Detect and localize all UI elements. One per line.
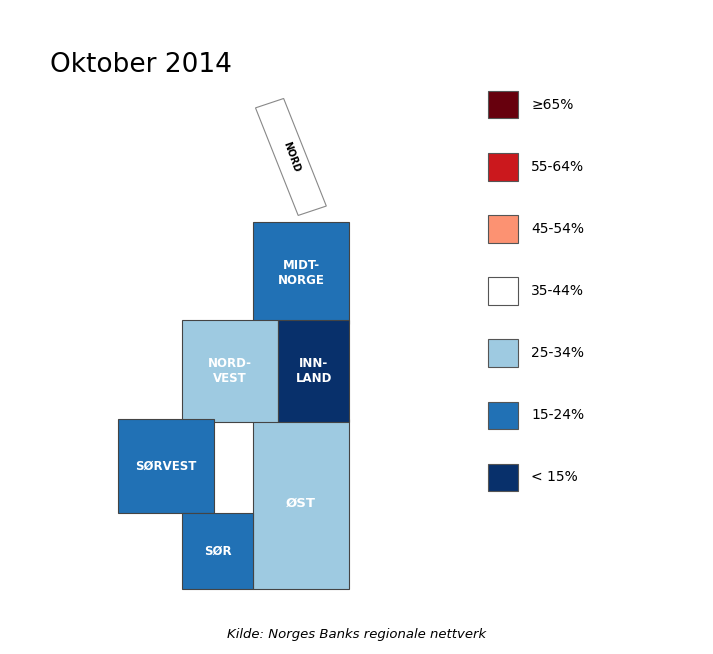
Text: INN-
LAND: INN- LAND	[295, 357, 332, 385]
Text: 45-54%: 45-54%	[531, 222, 584, 236]
Text: 25-34%: 25-34%	[531, 346, 584, 360]
Text: Oktober 2014: Oktober 2014	[50, 52, 232, 78]
FancyBboxPatch shape	[182, 513, 253, 589]
Text: MIDT-
NORGE: MIDT- NORGE	[278, 259, 324, 287]
Text: ≥65%: ≥65%	[531, 97, 573, 112]
Text: SØR: SØR	[204, 545, 231, 557]
FancyBboxPatch shape	[488, 402, 518, 429]
Text: < 15%: < 15%	[531, 470, 578, 485]
FancyBboxPatch shape	[488, 277, 518, 305]
Text: Kilde: Norges Banks regionale nettverk: Kilde: Norges Banks regionale nettverk	[227, 628, 486, 641]
Polygon shape	[255, 99, 327, 215]
Text: NORD-
VEST: NORD- VEST	[208, 357, 252, 385]
FancyBboxPatch shape	[278, 320, 349, 422]
FancyBboxPatch shape	[488, 464, 518, 491]
Text: ØST: ØST	[286, 497, 317, 510]
FancyBboxPatch shape	[488, 339, 518, 367]
FancyBboxPatch shape	[253, 222, 349, 324]
FancyBboxPatch shape	[182, 320, 278, 422]
FancyBboxPatch shape	[253, 419, 349, 589]
FancyBboxPatch shape	[488, 153, 518, 181]
FancyBboxPatch shape	[118, 419, 214, 513]
Text: NORD: NORD	[281, 140, 301, 174]
FancyBboxPatch shape	[488, 91, 518, 118]
Text: 15-24%: 15-24%	[531, 408, 585, 422]
FancyBboxPatch shape	[488, 215, 518, 243]
Text: 35-44%: 35-44%	[531, 284, 584, 298]
Text: SØRVEST: SØRVEST	[135, 460, 197, 472]
Text: 55-64%: 55-64%	[531, 160, 585, 174]
